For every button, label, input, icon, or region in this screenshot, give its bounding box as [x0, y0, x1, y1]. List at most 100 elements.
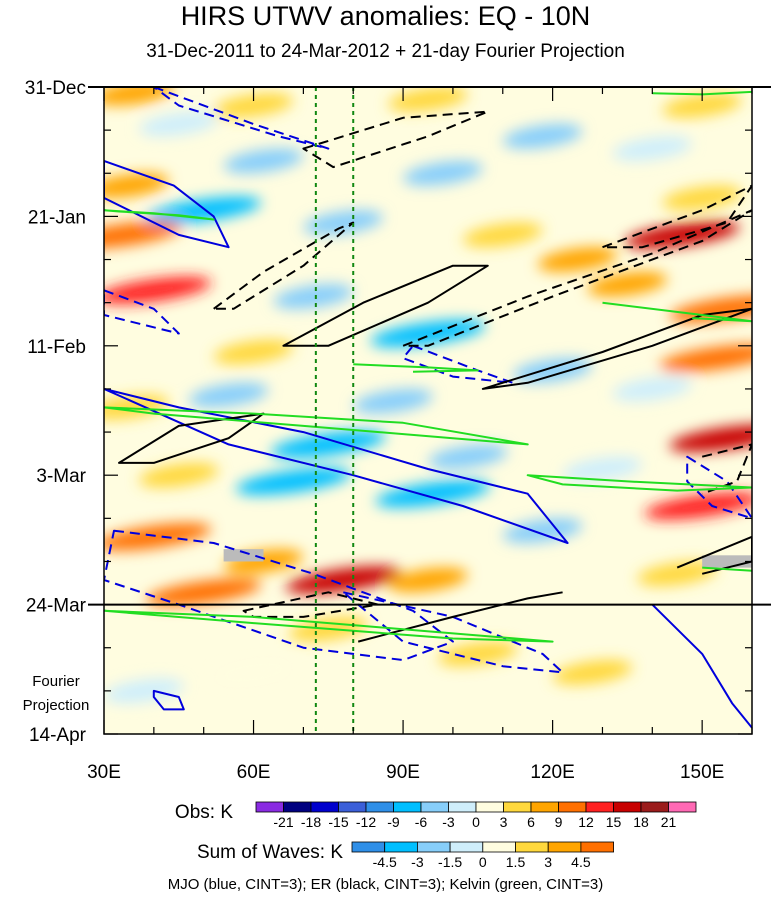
obs-colorbar-tick: 12: [578, 814, 594, 830]
colorbar-swatch: [515, 841, 549, 853]
waves-colorbar-tick: 1.5: [506, 854, 526, 870]
anomaly-blob: [662, 93, 742, 118]
obs-colorbar-tick: -21: [273, 814, 293, 830]
obs-colorbar: Obs: K -21 -18 -15 -12 -9 -6 -3 0 3 6 9 12 15 18 21: [175, 801, 697, 830]
field-background: [104, 87, 752, 734]
anomaly-blob: [104, 678, 184, 704]
colorbar-swatch: [503, 801, 532, 813]
anomaly-blob: [659, 344, 752, 372]
waves-colorbar-tick: 4.5: [571, 854, 591, 870]
anomaly-blobs: [104, 87, 752, 704]
er-contour: [212, 221, 355, 310]
kelvin-contour: [353, 363, 479, 373]
chart-subtitle: 31-Dec-2011 to 24-Mar-2012 + 21-day Four…: [146, 41, 625, 62]
mjo-contour: [651, 603, 752, 729]
y-axis-labels: 31-Dec 21-Jan 11-Feb 3-Mar 24-Mar 14-Apr: [25, 78, 87, 746]
obs-colorbar-tick: 21: [661, 814, 677, 830]
anomaly-blob: [428, 444, 508, 469]
anomaly-blob: [637, 561, 717, 587]
er-contour: [701, 443, 752, 495]
anomaly-blob: [587, 271, 668, 297]
anomaly-blob: [139, 111, 219, 137]
anomaly-blob: [139, 462, 219, 488]
waves-colorbar: Sum of Waves: K -4.5 -3 -1.5 0 1.5 3 4.5: [197, 841, 615, 870]
mjo-contour: [686, 455, 752, 520]
x-tick-label: 60E: [237, 762, 271, 783]
colorbar-swatch: [482, 841, 516, 853]
waves-colorbar-tick: 0: [479, 854, 487, 870]
mjo-contour: [104, 289, 180, 335]
colorbar-swatch: [310, 801, 339, 813]
anomaly-blob: [104, 523, 212, 551]
anomaly-blob: [104, 173, 169, 198]
anomaly-blob: [612, 136, 692, 161]
anomaly-blob: [213, 660, 294, 685]
x-tick-label: 120E: [530, 762, 574, 783]
anomaly-blob: [612, 376, 692, 402]
kelvin-contour: [104, 406, 529, 446]
anomaly-blob: [438, 641, 518, 667]
colorbar-swatch: [547, 841, 582, 853]
y-tick-label: 14-Apr: [29, 725, 87, 746]
anomaly-blob: [213, 93, 294, 118]
anomaly-blob: [388, 87, 468, 112]
colorbar-swatch: [420, 801, 449, 813]
obs-colorbar-tick: -12: [356, 814, 376, 830]
colorbar-swatch: [393, 801, 422, 813]
x-axis-labels: 30E 60E 90E 120E 150E: [87, 762, 724, 783]
anomaly-blob: [223, 148, 304, 174]
colorbar-swatch: [283, 801, 312, 813]
anomaly-blob: [146, 578, 262, 606]
colorbar-swatch: [416, 841, 451, 853]
er-contour: [302, 110, 489, 169]
mjo-contour: [104, 159, 230, 249]
anomaly-blob: [370, 319, 486, 348]
obs-colorbar-tick: 18: [633, 814, 649, 830]
anomaly-blob: [188, 382, 269, 408]
kelvin-contour: [104, 609, 554, 643]
waves-colorbar-label: Sum of Waves: K: [197, 842, 343, 863]
anomaly-blob: [537, 247, 618, 272]
missing-data-patch: [223, 549, 264, 562]
colorbar-swatch: [338, 801, 367, 813]
anomaly-blob: [235, 467, 351, 495]
obs-colorbar-tick: -18: [301, 814, 321, 830]
anomaly-blob: [503, 124, 583, 149]
anomaly-blob: [403, 161, 483, 186]
kelvin-contour: [526, 474, 752, 492]
anomaly-blob: [662, 185, 742, 211]
x-tick-label: 150E: [680, 762, 724, 783]
mjo-contour: [104, 387, 569, 544]
anomaly-blob: [353, 389, 433, 414]
obs-colorbar-label: Obs: K: [175, 802, 233, 823]
anomaly-blob: [375, 480, 491, 508]
anomaly-blob: [146, 196, 262, 224]
kelvin-contour: [104, 209, 215, 221]
anomaly-blob: [213, 339, 294, 365]
anomaly-blob: [669, 424, 752, 452]
colorbar-swatch: [585, 801, 614, 813]
anomaly-blob: [552, 660, 633, 685]
obs-colorbar-tick: -9: [387, 814, 400, 830]
anomaly-field: [104, 87, 752, 734]
anomaly-blob: [512, 358, 593, 383]
waves-colorbar-tick: 3: [544, 854, 552, 870]
anomaly-blob: [644, 492, 752, 520]
waves-colorbar-tick: -1.5: [438, 854, 462, 870]
anomaly-blob: [104, 221, 182, 249]
anomaly-blob: [303, 210, 383, 235]
colorbar-swatch: [580, 841, 615, 853]
mjo-contour: [152, 87, 330, 150]
colorbar-swatch: [365, 801, 394, 813]
mjo-contour: [152, 689, 185, 711]
colorbar-swatch: [613, 801, 642, 813]
x-tick-label: 30E: [87, 762, 121, 783]
anomaly-blob: [388, 567, 468, 593]
mjo-contour: [104, 529, 454, 662]
er-contour: [481, 307, 752, 390]
wave-contours: [104, 87, 752, 729]
waves-colorbar-tick: -3: [411, 854, 424, 870]
mjo-contour: [402, 344, 514, 384]
projection-label: Fourier Projection: [23, 673, 90, 714]
colorbar-swatch: [668, 801, 697, 813]
